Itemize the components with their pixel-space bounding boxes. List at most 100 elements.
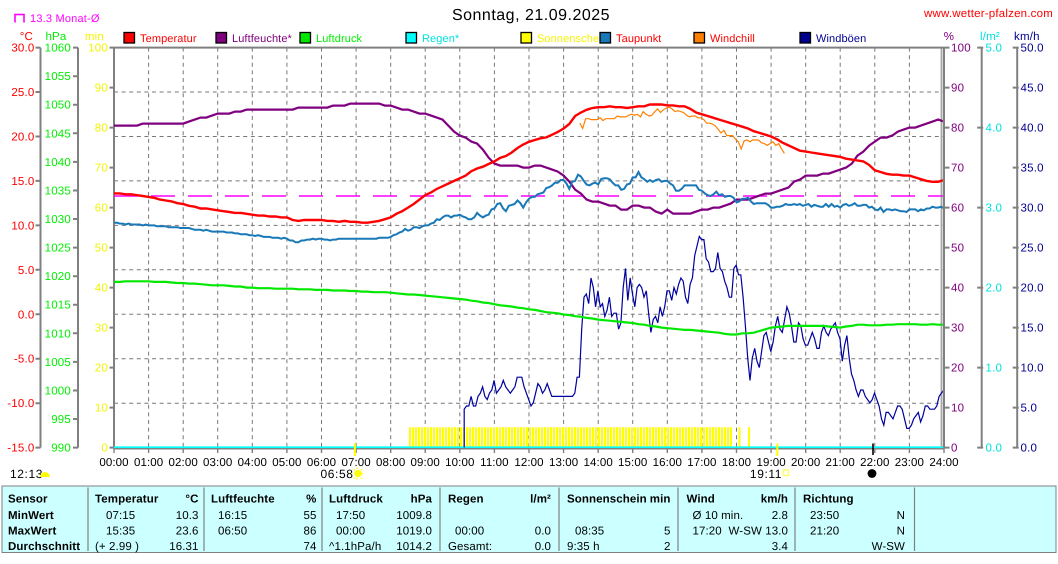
svg-text:18:00: 18:00 [722,457,751,469]
svg-text:990: 990 [51,443,71,455]
svg-text:5.0: 5.0 [1021,403,1038,415]
svg-text:50: 50 [95,243,108,255]
svg-text:Ø 10 min.: Ø 10 min. [693,510,744,522]
svg-text:08:35: 08:35 [575,526,604,538]
svg-text:100: 100 [88,43,108,55]
svg-text:%: % [306,494,316,506]
svg-text:Taupunkt: Taupunkt [616,33,661,45]
svg-text:55: 55 [304,510,317,522]
svg-text:Durchschnitt: Durchschnitt [8,541,80,553]
svg-text:60: 60 [951,203,964,215]
svg-text:9:35 h: 9:35 h [567,541,600,553]
svg-text:4.0: 4.0 [986,123,1003,135]
svg-text:20.0: 20.0 [11,132,34,144]
svg-text:70: 70 [95,163,108,175]
svg-text:1010: 1010 [45,328,71,340]
svg-text:14:00: 14:00 [584,457,613,469]
svg-text:20.0: 20.0 [1021,283,1044,295]
svg-text:1050: 1050 [45,100,71,112]
svg-text:Gesamt:: Gesamt: [448,541,492,553]
svg-text:80: 80 [951,123,964,135]
svg-text:25.0: 25.0 [11,87,34,99]
svg-text:995: 995 [51,414,71,426]
svg-text:1040: 1040 [45,157,71,169]
svg-text:30: 30 [95,323,108,335]
svg-text:24:00: 24:00 [929,457,958,469]
svg-text:km/h: km/h [1014,31,1040,43]
svg-text:(+ 2.99 ): (+ 2.99 ) [95,541,139,553]
svg-text:5: 5 [664,526,671,538]
svg-text:Luftdruck: Luftdruck [316,33,363,45]
svg-text:25.0: 25.0 [1021,243,1044,255]
svg-text:86: 86 [304,526,317,538]
svg-text:15:35: 15:35 [106,526,135,538]
svg-text:17:20: 17:20 [693,526,722,538]
svg-text:1035: 1035 [45,186,71,198]
svg-text:50: 50 [951,243,964,255]
svg-text:23:50: 23:50 [810,510,839,522]
svg-text:5.0: 5.0 [18,265,35,277]
svg-text:19:11: 19:11 [750,467,782,481]
svg-text:N: N [897,526,905,538]
svg-text:17:50: 17:50 [336,510,365,522]
svg-text:l/m²: l/m² [530,494,551,506]
svg-text:09:00: 09:00 [411,457,440,469]
svg-text:10: 10 [95,403,108,415]
svg-text:10:00: 10:00 [445,457,474,469]
svg-text:Luftfeuchte: Luftfeuchte [211,494,275,506]
svg-text:10: 10 [951,403,964,415]
svg-text:1.0: 1.0 [986,363,1003,375]
svg-text:80: 80 [95,123,108,135]
svg-text:-10.0: -10.0 [7,398,34,410]
svg-text:11:00: 11:00 [480,457,508,469]
svg-text:Sensor: Sensor [8,494,48,506]
svg-text:21:00: 21:00 [826,457,855,469]
svg-text:30: 30 [951,323,964,335]
svg-text:100: 100 [951,43,971,55]
svg-text:03:00: 03:00 [203,457,232,469]
svg-text:W-SW 13.0: W-SW 13.0 [729,526,788,538]
svg-text:2.8: 2.8 [772,510,788,522]
svg-text:1060: 1060 [45,43,71,55]
svg-text:40: 40 [951,283,964,295]
svg-text:07:00: 07:00 [341,457,370,469]
svg-text:35.0: 35.0 [1021,163,1044,175]
svg-text:1045: 1045 [45,128,71,140]
svg-text:3.0: 3.0 [986,203,1003,215]
svg-text:60: 60 [95,203,108,215]
svg-text:21:20: 21:20 [810,526,839,538]
svg-text:16:00: 16:00 [653,457,682,469]
svg-text:06:00: 06:00 [307,457,336,469]
svg-text:20: 20 [951,363,964,375]
svg-text:1025: 1025 [45,243,71,255]
svg-text:min: min [650,494,671,506]
svg-text:Sonnenschein: Sonnenschein [537,33,608,45]
svg-text:02:00: 02:00 [169,457,198,469]
svg-text:-15.0: -15.0 [7,443,34,455]
svg-text:07:15: 07:15 [106,510,135,522]
svg-text:hPa: hPa [45,31,66,43]
svg-text:min: min [85,31,104,43]
svg-text:00:00: 00:00 [455,526,484,538]
svg-text:Luftdruck: Luftdruck [329,494,383,506]
svg-text:1019.0: 1019.0 [396,526,432,538]
svg-text:Regen: Regen [448,494,484,506]
svg-text:15.0: 15.0 [11,176,34,188]
svg-text:30.0: 30.0 [11,43,34,55]
svg-text:%: % [944,31,954,43]
svg-text:06:58: 06:58 [320,467,353,481]
svg-text:^1.1hPa/h: ^1.1hPa/h [329,541,381,553]
svg-text:70: 70 [951,163,964,175]
svg-text:0.0: 0.0 [986,443,1003,455]
svg-text:2.0: 2.0 [986,283,1003,295]
svg-text:06:50: 06:50 [218,526,247,538]
svg-text:0.0: 0.0 [1021,443,1038,455]
svg-text:1020: 1020 [45,271,71,283]
svg-text:Temperatur: Temperatur [140,33,197,45]
svg-text:19:00: 19:00 [756,457,785,469]
svg-text:30.0: 30.0 [1021,203,1044,215]
svg-text:5.0: 5.0 [986,43,1003,55]
svg-text:40.0: 40.0 [1021,123,1044,135]
svg-text:°C: °C [185,494,198,506]
svg-text:MinWert: MinWert [8,510,54,522]
